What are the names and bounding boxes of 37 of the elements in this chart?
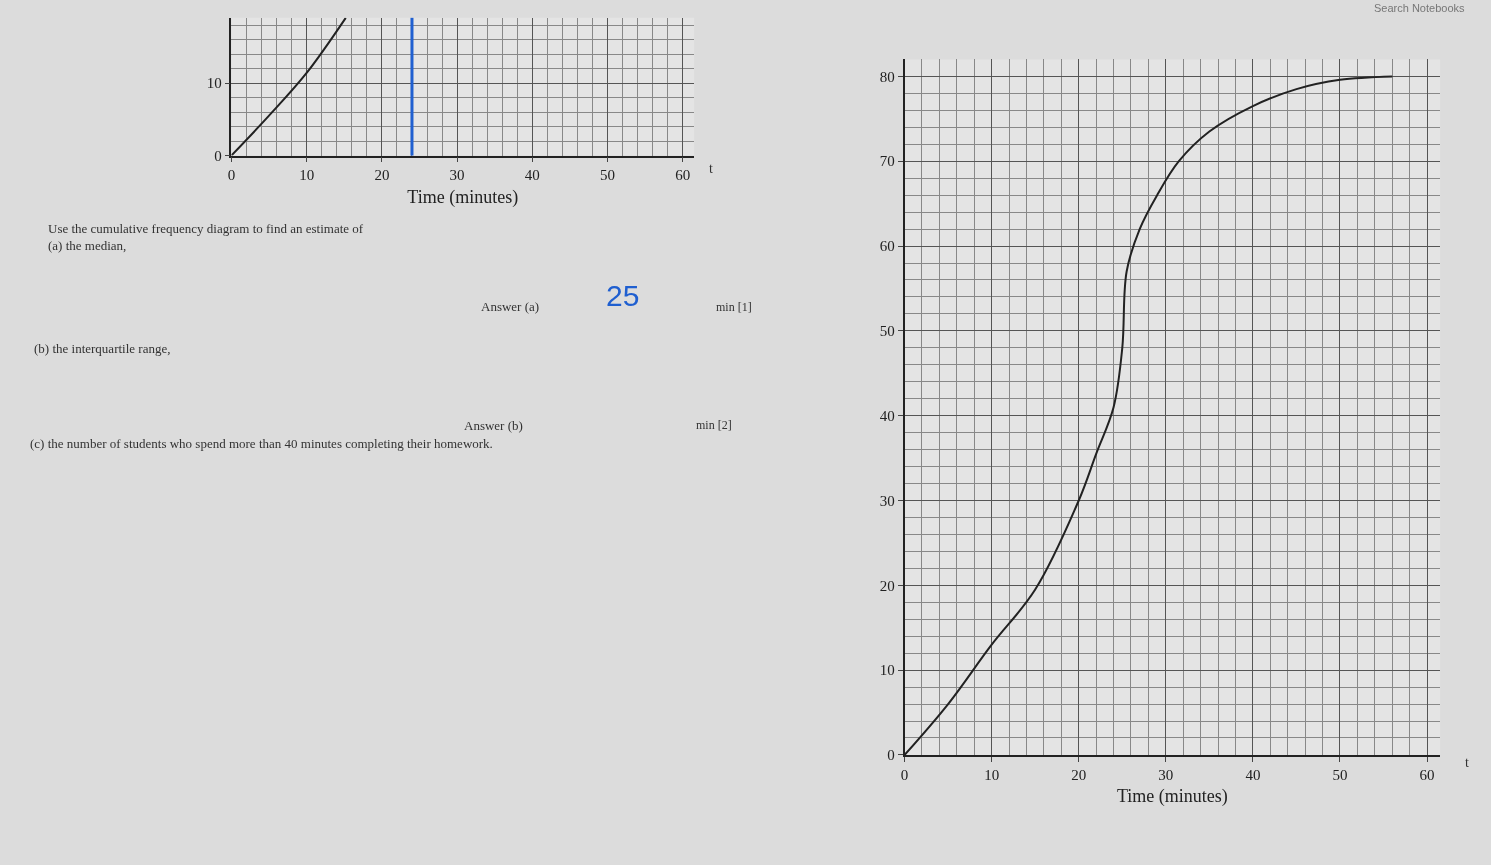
y-tick-label: 60: [879, 238, 895, 255]
text: t: [709, 161, 713, 176]
y-tick-label: 20: [879, 577, 895, 594]
x-tick-label: 60: [1419, 766, 1435, 783]
x-tick-label: 60: [675, 167, 691, 184]
y-tick-label: 10: [879, 662, 895, 679]
x-tick-label: 0: [900, 766, 909, 783]
text: Search Notebooks: [1374, 2, 1465, 14]
x-tick-label: 40: [524, 167, 540, 184]
text: 25: [606, 279, 640, 312]
text: (c) the number of students who spend more than 40 minutes completing their homework.: [30, 436, 493, 451]
text: Answer (a): [481, 299, 540, 314]
text: min [1]: [716, 300, 752, 314]
y-tick-label: 40: [879, 407, 895, 424]
x-tick-label: 10: [984, 766, 1000, 783]
x-tick-label: 0: [227, 167, 236, 184]
x-axis-title: Time (minutes): [407, 186, 519, 208]
text: Use the cumulative frequency diagram to find an estimate of: [48, 221, 364, 236]
y-tick-label: 0: [887, 747, 895, 764]
y-tick-label: 80: [879, 68, 895, 85]
y-tick-label: 70: [879, 153, 895, 170]
text: min [2]: [696, 418, 732, 432]
x-tick-label: 30: [449, 167, 465, 184]
x-tick-label: 10: [299, 167, 315, 184]
x-tick-label: 40: [1245, 766, 1261, 783]
text: t: [1465, 755, 1469, 770]
y-tick-label: 50: [879, 323, 895, 340]
x-tick-label: 50: [1332, 766, 1348, 783]
x-tick-label: 30: [1158, 766, 1174, 783]
text: Answer (b): [464, 418, 523, 433]
x-axis-title: Time (minutes): [1116, 786, 1228, 808]
y-tick-label: 30: [879, 492, 895, 509]
x-tick-label: 20: [1071, 766, 1087, 783]
x-tick-label: 50: [600, 167, 616, 184]
text: (a) the median,: [48, 238, 127, 253]
x-tick-label: 20: [374, 167, 390, 184]
text: (b) the interquartile range,: [34, 341, 171, 356]
